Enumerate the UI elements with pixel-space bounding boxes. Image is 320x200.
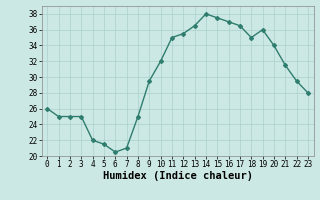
X-axis label: Humidex (Indice chaleur): Humidex (Indice chaleur) (103, 171, 252, 181)
